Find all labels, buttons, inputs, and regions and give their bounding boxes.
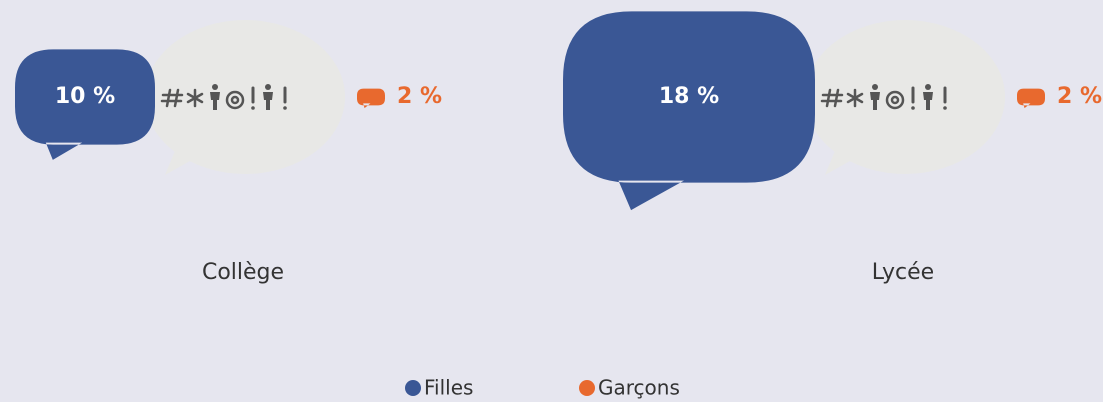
at-outer <box>225 90 245 110</box>
exclaim-dot <box>911 106 915 110</box>
garcons-label: 2 % <box>1057 84 1102 109</box>
at-inner <box>230 95 240 105</box>
filles-bubble <box>563 11 815 211</box>
at-inner <box>890 95 900 105</box>
legend-label: Filles <box>424 376 473 400</box>
legend-swatch <box>579 380 595 396</box>
grawlix-icon <box>160 84 287 110</box>
exclaim-dot <box>251 106 255 110</box>
legend-swatch <box>405 380 421 396</box>
grawlix-icon <box>820 84 947 110</box>
filles-bubble <box>15 49 155 160</box>
filles-label: 10 % <box>55 84 115 109</box>
person-body <box>263 92 273 110</box>
person-body <box>210 92 220 110</box>
person-head <box>212 84 218 90</box>
exclaim-dot <box>943 106 947 110</box>
hash <box>160 88 184 108</box>
person-head <box>925 84 931 90</box>
filles-label: 18 % <box>659 84 719 109</box>
legend-label: Garçons <box>598 376 680 400</box>
grey-bubble-body <box>145 20 345 174</box>
person-head <box>265 84 271 90</box>
category-label: Collège <box>202 260 284 285</box>
category-label: Lycée <box>872 260 934 285</box>
asterisk <box>846 88 864 108</box>
hash <box>820 88 844 108</box>
person-head <box>872 84 878 90</box>
exclaim-dot <box>283 106 287 110</box>
at-outer <box>885 90 905 110</box>
person-body <box>870 92 880 110</box>
garcons-bubble <box>1017 88 1045 109</box>
garcons-bubble <box>357 88 385 109</box>
person-body <box>923 92 933 110</box>
grey-bubble-body <box>805 20 1005 174</box>
asterisk <box>186 88 204 108</box>
garcons-label: 2 % <box>397 84 442 109</box>
